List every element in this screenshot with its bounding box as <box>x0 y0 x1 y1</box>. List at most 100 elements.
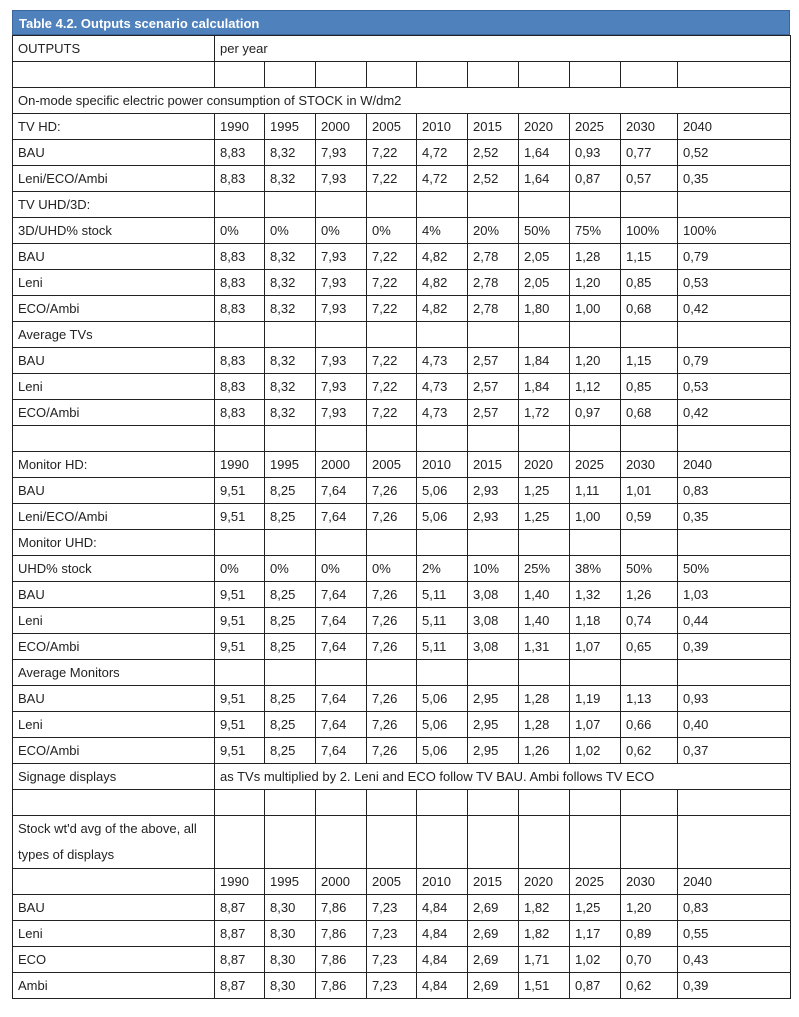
cell: 1,07 <box>569 711 621 738</box>
cell <box>214 191 265 218</box>
table-row: ECO/Ambi 8,83 8,32 7,93 7,22 4,82 2,78 1,80 1,00… <box>12 295 792 322</box>
cell: 0,68 <box>620 399 678 426</box>
cell: 0% <box>366 217 417 244</box>
cell: 0,87 <box>569 165 621 192</box>
cell: 0% <box>315 217 367 244</box>
cell: 1,82 <box>518 894 570 921</box>
row-label: Leni <box>12 711 215 738</box>
cell: 7,86 <box>315 946 367 973</box>
cell: 1995 <box>264 113 316 140</box>
row-note: as TVs multiplied by 2. Leni and ECO fol… <box>213 763 792 790</box>
row-label: Leni <box>12 920 215 947</box>
table-row: Average TVs <box>12 321 792 348</box>
row-label: Leni <box>12 269 215 296</box>
cell: 2,69 <box>467 946 519 973</box>
cell <box>569 529 621 556</box>
row-label: BAU <box>12 581 215 608</box>
cell: 1990 <box>214 451 265 478</box>
cell: 0% <box>264 217 316 244</box>
cell <box>620 529 678 556</box>
cell <box>467 425 519 452</box>
cell: 4,82 <box>416 243 468 270</box>
cell <box>569 425 621 452</box>
cell: 1,82 <box>518 920 570 947</box>
cell <box>264 789 316 816</box>
cell: 4,84 <box>416 972 468 999</box>
cell: 0,42 <box>676 399 792 426</box>
table-row: Leni/ECO/Ambi 8,83 8,32 7,93 7,22 4,72 2,52 1,6… <box>12 165 792 192</box>
cell: 2015 <box>467 868 519 895</box>
cell: 8,25 <box>264 711 316 738</box>
cell: 2000 <box>315 113 367 140</box>
cell: 1,15 <box>620 347 678 374</box>
cell: 8,30 <box>264 894 316 921</box>
cell: 7,64 <box>315 737 367 764</box>
cell <box>315 191 367 218</box>
cell <box>569 659 621 686</box>
table-row: Leni 9,51 8,25 7,64 7,26 5,06 2,95 1,28 1,07 0,66… <box>12 711 792 738</box>
cell: 0,70 <box>620 946 678 973</box>
row-label: BAU <box>12 477 215 504</box>
section-heading: On-mode specific electric power consumpt… <box>11 87 792 114</box>
cell <box>569 321 621 348</box>
cell <box>620 61 678 88</box>
cell: 4,73 <box>416 347 468 374</box>
cell <box>518 321 570 348</box>
cell <box>676 529 792 556</box>
cell: 1,51 <box>518 972 570 999</box>
cell: 4,82 <box>416 269 468 296</box>
cell <box>264 659 316 686</box>
cell: 1990 <box>214 113 265 140</box>
cell: 0,39 <box>676 633 792 660</box>
cell: 8,83 <box>214 165 265 192</box>
cell: 8,25 <box>264 581 316 608</box>
cell: 0,62 <box>620 972 678 999</box>
cell: 7,26 <box>366 477 417 504</box>
cell: 0,53 <box>676 269 792 296</box>
cell <box>315 659 367 686</box>
cell: 100% <box>676 217 792 244</box>
cell: 0,62 <box>620 737 678 764</box>
cell: 4,82 <box>416 295 468 322</box>
row-label: BAU <box>12 243 215 270</box>
cell: 2,93 <box>467 477 519 504</box>
cell: 8,25 <box>264 685 316 712</box>
cell: 3,08 <box>467 607 519 634</box>
row-label: ECO/Ambi <box>12 737 215 764</box>
cell: 3,08 <box>467 581 519 608</box>
cell: 4,84 <box>416 894 468 921</box>
cell: 0% <box>214 555 265 582</box>
cell: 1,02 <box>569 946 621 973</box>
cell: 1,31 <box>518 633 570 660</box>
cell: 0% <box>264 555 316 582</box>
cell: 2,78 <box>467 295 519 322</box>
cell: 7,22 <box>366 269 417 296</box>
cell <box>264 815 316 869</box>
cell: 8,32 <box>264 373 316 400</box>
table-row: Average Monitors <box>12 659 792 686</box>
cell: 7,93 <box>315 243 367 270</box>
cell: 4,84 <box>416 946 468 973</box>
cell <box>264 321 316 348</box>
row-label: Stock wt'd avg of the above, all types o… <box>12 815 215 869</box>
cell <box>264 191 316 218</box>
cell <box>366 659 417 686</box>
cell <box>214 815 265 869</box>
cell: 7,93 <box>315 347 367 374</box>
cell: 0,66 <box>620 711 678 738</box>
cell: 0,65 <box>620 633 678 660</box>
table-row: ECO/Ambi 9,51 8,25 7,64 7,26 5,11 3,08 1,31 1,07… <box>12 633 792 660</box>
cell: 0,97 <box>569 399 621 426</box>
cell: 7,86 <box>315 920 367 947</box>
cell: 1,20 <box>569 269 621 296</box>
cell: 7,64 <box>315 633 367 660</box>
cell: 2,95 <box>467 711 519 738</box>
cell: 38% <box>569 555 621 582</box>
cell <box>416 659 468 686</box>
cell <box>518 425 570 452</box>
cell: 2,69 <box>467 972 519 999</box>
cell: 0,44 <box>676 607 792 634</box>
cell: 2010 <box>416 868 468 895</box>
cell: 7,64 <box>315 607 367 634</box>
cell: 2000 <box>315 451 367 478</box>
